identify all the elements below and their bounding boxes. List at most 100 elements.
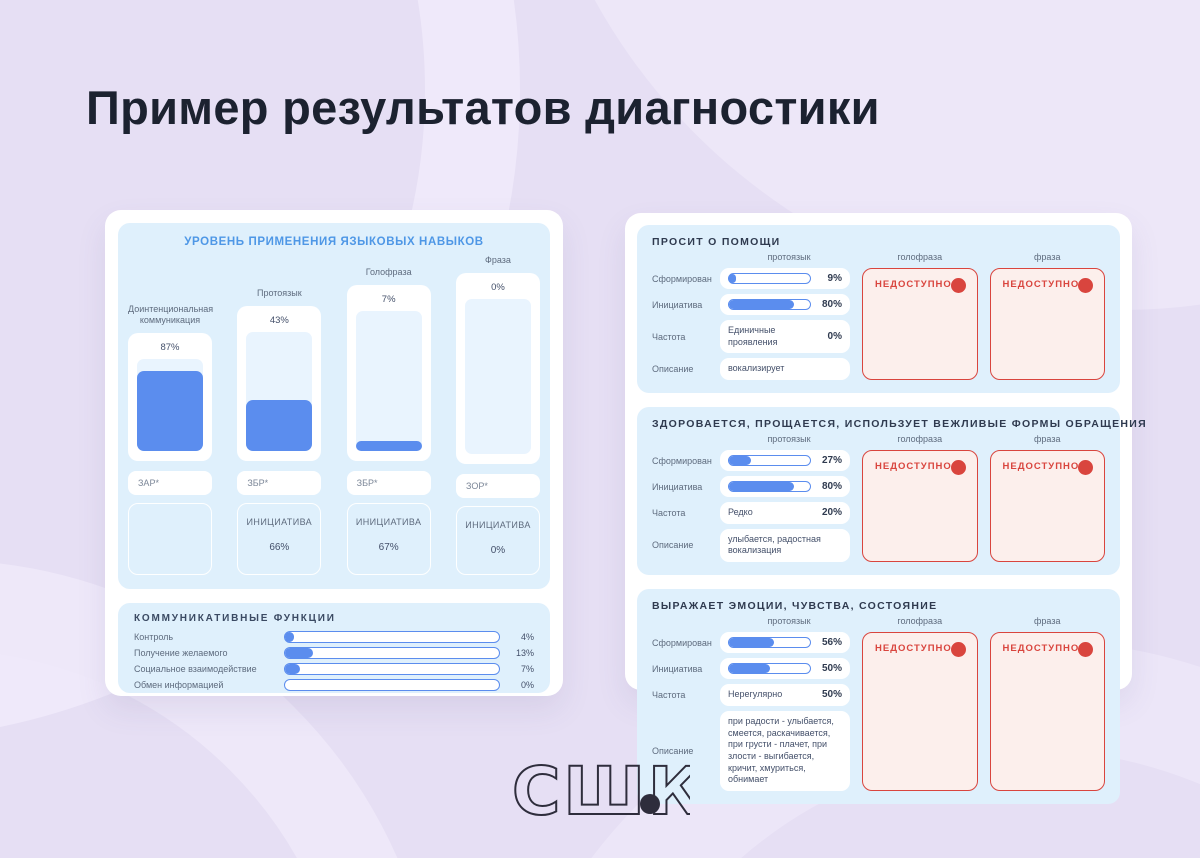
description-text: улыбается, радостная вокализация [728, 533, 821, 556]
initiative-label: ИНИЦИАТИВА [246, 517, 313, 527]
metric-row: Описание вокализирует [652, 358, 850, 381]
bar-track [246, 332, 313, 451]
frequency-pill: Нерегулярно 50% [720, 684, 850, 706]
row-label: Описание [652, 364, 694, 375]
metric-row: Инициатива 80% [652, 294, 850, 315]
row-label: Частота [652, 689, 686, 700]
skills-chart-panel: УРОВЕНЬ ПРИМЕНЕНИЯ ЯЗЫКОВЫХ НАВЫКОВ Доин… [118, 223, 550, 589]
percent-value: 9% [827, 273, 842, 284]
progress-fill [729, 482, 794, 492]
progress-bar [728, 273, 811, 284]
status-dot-icon [950, 460, 966, 476]
function-row: Социальное взаимодействие 7% [134, 661, 534, 677]
progress-pill: 80% [720, 476, 850, 498]
function-label: Социальное взаимодействие [134, 664, 257, 674]
function-row: Получение желаемого 13% [134, 645, 534, 661]
row-label: Частота [652, 331, 686, 342]
status-dot-icon [950, 642, 966, 658]
progress-pill: 9% [720, 268, 850, 289]
frequency-text: Редко [728, 507, 753, 518]
unavailable-label: НЕДОСТУПНО [875, 461, 952, 473]
row-label: Описание [652, 745, 694, 756]
percent-label: 43% [269, 315, 289, 326]
initiative-percent: 0% [490, 545, 506, 557]
section-expresses-emotions: ВЫРАЖАЕТ ЭМОЦИИ, ЧУВСТВА, СОСТОЯНИЕ прот… [637, 589, 1120, 804]
metric-row: Сформирован 27% [652, 450, 850, 472]
column-header-protolanguage: протоязык [767, 616, 811, 627]
zone-pill: ЗОР* [455, 474, 540, 499]
skill-column-preintentional: Доинтенциональная коммуникация 87% ЗАР* [128, 255, 213, 575]
initiative-box: ИНИЦИАТИВА 0% [455, 506, 540, 575]
skills-columns: Доинтенциональная коммуникация 87% ЗАР* … [128, 255, 540, 575]
description-pill: при радости - улыбается, смеется, раскач… [720, 710, 850, 791]
percent-value: 80% [821, 481, 842, 493]
unavailable-label: НЕДОСТУПНО [1002, 279, 1080, 290]
cshk-logo: СШК [510, 750, 703, 835]
progress-pill: 27% [720, 450, 850, 472]
bar-fill [355, 441, 422, 451]
percent-value: 27% [821, 455, 842, 467]
unavailable-label: НЕДОСТУПНО [875, 643, 952, 655]
unavailable-card-phrase: НЕДОСТУПНО [989, 450, 1105, 563]
column-label: Фраза [485, 255, 511, 265]
status-dot-icon [1078, 642, 1093, 658]
percent-value: 0% [827, 331, 842, 343]
function-bar [284, 631, 500, 643]
progress-fill [729, 664, 770, 674]
function-label: Получение желаемого [134, 648, 228, 658]
bar-track [355, 311, 422, 451]
functions-title: КОММУНИКАТИВНЫЕ ФУНКЦИИ [134, 613, 336, 624]
bar-card: 7% [346, 285, 431, 461]
progress-fill [729, 638, 775, 648]
function-bar [284, 647, 500, 659]
bar-track [464, 299, 531, 455]
protolanguage-column: Сформирован 9% Инициатива 80% [652, 268, 850, 381]
frequency-pill: Единичные проявления 0% [720, 320, 850, 354]
initiative-percent: 66% [269, 542, 290, 553]
metric-row: Частота Нерегулярно 50% [652, 684, 850, 706]
function-row: Обмен информацией 0% [134, 677, 534, 693]
initiative-label: ИНИЦИАТИВА [465, 520, 531, 531]
section-column-headers: протоязык голофраза фраза [652, 616, 1105, 626]
column-header-holophrase: голофраза [897, 616, 943, 627]
section-title: ВЫРАЖАЕТ ЭМОЦИИ, ЧУВСТВА, СОСТОЯНИЕ [652, 600, 938, 613]
initiative-label: ИНИЦИАТИВА [355, 517, 422, 527]
skill-column-phrase: Фраза 0% ЗОР* ИНИЦИАТИВА 0% [455, 255, 540, 575]
section-title: ПРОСИТ О ПОМОЩИ [652, 236, 781, 248]
column-header-phrase: фраза [1034, 434, 1061, 445]
description-text: при радости - улыбается, смеется, раскач… [728, 715, 834, 785]
frequency-text: Нерегулярно [728, 689, 783, 700]
protolanguage-column: Сформирован 56% Инициатива 50% [652, 632, 850, 791]
bar-card: 87% [128, 333, 212, 461]
column-header-holophrase: голофраза [897, 252, 943, 262]
function-percent: 4% [520, 632, 534, 642]
section-greets-politely: ЗДОРОВАЕТСЯ, ПРОЩАЕТСЯ, ИСПОЛЬЗУЕТ ВЕЖЛИ… [637, 407, 1147, 576]
description-pill: улыбается, радостная вокализация [720, 528, 850, 563]
bar-fill [246, 399, 313, 451]
function-percent: 0% [520, 680, 534, 690]
metric-row: Сформирован 56% [652, 632, 850, 654]
metric-row: Инициатива 80% [652, 476, 850, 498]
function-percent: 7% [520, 664, 534, 674]
skills-chart-title: УРОВЕНЬ ПРИМЕНЕНИЯ ЯЗЫКОВЫХ НАВЫКОВ [184, 236, 484, 248]
logo-dot-icon [640, 794, 660, 814]
zone-pill: ЗБР* [346, 471, 431, 495]
function-fill [285, 648, 313, 658]
initiative-percent: 67% [378, 542, 399, 553]
row-label: Инициатива [652, 299, 703, 310]
function-percent: 13% [515, 648, 534, 658]
percent-value: 50% [821, 663, 842, 675]
skill-column-protolanguage: Протоязык 43% ЗБР* ИНИЦИАТИВА 66% [237, 255, 322, 575]
status-dot-icon [1078, 278, 1093, 293]
unavailable-card-holophrase: НЕДОСТУПНО [862, 268, 978, 381]
initiative-box: ИНИЦИАТИВА 66% [237, 503, 322, 575]
section-asks-for-help: ПРОСИТ О ПОМОЩИ протоязык голофраза фраз… [637, 225, 1120, 394]
progress-bar [728, 663, 811, 675]
metric-row: Описание улыбается, радостная вокализаци… [652, 528, 850, 563]
function-bar [284, 679, 500, 691]
column-header-holophrase: голофраза [897, 434, 943, 445]
section-title: ЗДОРОВАЕТСЯ, ПРОЩАЕТСЯ, ИСПОЛЬЗУЕТ ВЕЖЛИ… [652, 418, 1147, 431]
bar-fill [137, 370, 203, 451]
metric-row: Описание при радости - улыбается, смеетс… [652, 710, 850, 791]
description-pill: вокализирует [720, 358, 850, 381]
